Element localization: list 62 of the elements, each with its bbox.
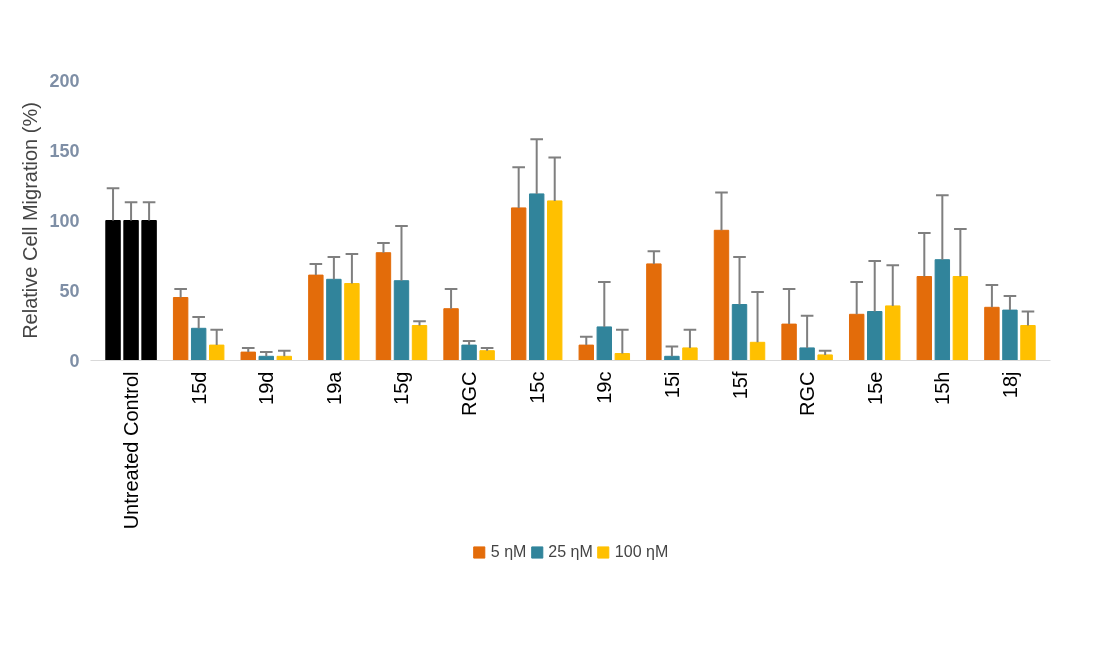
bar bbox=[375, 252, 392, 361]
bar bbox=[867, 311, 883, 361]
bar bbox=[614, 353, 631, 361]
y-tick-label: 0 bbox=[69, 351, 80, 371]
bar bbox=[105, 220, 121, 361]
bar bbox=[411, 325, 428, 361]
bar bbox=[646, 263, 662, 361]
bar bbox=[308, 274, 324, 361]
bar bbox=[799, 347, 815, 361]
bar bbox=[479, 350, 495, 361]
bar bbox=[885, 305, 901, 361]
bar bbox=[781, 323, 797, 361]
x-tick-label: 19d bbox=[255, 371, 278, 405]
y-axis-title: Relative Cell Migration (%) bbox=[19, 102, 42, 339]
bar bbox=[547, 200, 563, 361]
x-tick-label: 19c bbox=[593, 371, 616, 404]
x-tick-label: 15f bbox=[728, 371, 751, 400]
bar bbox=[393, 280, 410, 361]
x-tick-label: 19a bbox=[322, 370, 345, 405]
bar bbox=[731, 304, 748, 361]
bar bbox=[1002, 309, 1018, 361]
x-tick-label: 15d bbox=[187, 371, 210, 405]
x-tick-label: 15i bbox=[660, 371, 683, 399]
bar bbox=[952, 276, 969, 361]
legend-label: 5 ηM bbox=[490, 543, 527, 561]
bar bbox=[190, 327, 207, 361]
bar bbox=[713, 229, 730, 361]
y-tick-label: 100 bbox=[49, 211, 80, 231]
bar bbox=[326, 278, 342, 361]
x-tick-label: 15h bbox=[931, 371, 954, 405]
bar bbox=[596, 326, 613, 361]
y-tick-label: 150 bbox=[49, 141, 80, 161]
bar bbox=[172, 297, 189, 361]
y-tick-label: 200 bbox=[49, 71, 80, 91]
bar bbox=[443, 308, 459, 361]
bar bbox=[934, 259, 951, 361]
bar bbox=[749, 341, 766, 361]
bar bbox=[916, 276, 933, 361]
bar bbox=[123, 220, 139, 361]
bar bbox=[461, 344, 477, 361]
bar bbox=[848, 313, 865, 361]
x-tick-label: Untreated Control bbox=[120, 371, 143, 530]
x-tick-label: 18j bbox=[998, 371, 1021, 399]
legend-label: 25 ηM bbox=[548, 543, 593, 561]
x-tick-label: 15c bbox=[525, 371, 548, 404]
y-tick-label: 50 bbox=[59, 281, 80, 301]
bar bbox=[528, 193, 545, 361]
bar bbox=[141, 220, 157, 361]
x-tick-label: 15g bbox=[390, 371, 413, 405]
x-tick-label: RGC bbox=[458, 371, 481, 416]
bar bbox=[344, 283, 360, 361]
bar bbox=[240, 351, 256, 361]
bar bbox=[578, 344, 594, 361]
legend-label: 100 ηM bbox=[614, 543, 669, 561]
bar bbox=[682, 347, 698, 361]
bar bbox=[208, 344, 225, 361]
x-tick-label: RGC bbox=[796, 371, 819, 416]
bar bbox=[510, 207, 527, 361]
bar bbox=[817, 354, 833, 361]
bar bbox=[1020, 325, 1036, 361]
x-tick-label: 15e bbox=[863, 371, 886, 405]
bar bbox=[984, 306, 1000, 361]
